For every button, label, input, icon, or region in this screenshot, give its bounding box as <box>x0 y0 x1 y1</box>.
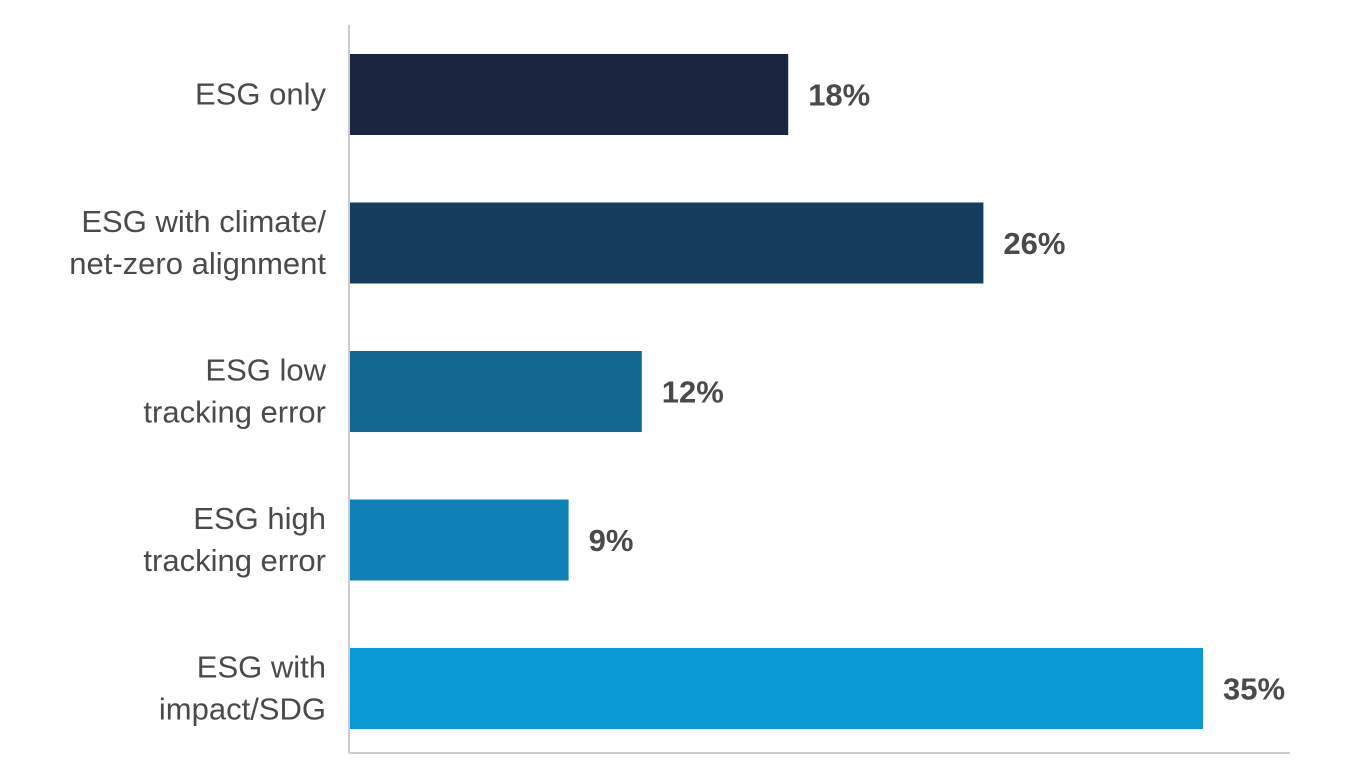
category-label-3-line-2: tracking error <box>143 395 326 430</box>
category-label-2-line-1: ESG with climate/ <box>81 204 326 239</box>
bars-layer <box>349 54 1203 729</box>
category-label-4-line-1: ESG high <box>193 501 326 536</box>
category-label-1-line-1: ESG only <box>195 77 326 112</box>
bar-5 <box>349 648 1203 729</box>
value-label-2: 26% <box>1003 226 1065 261</box>
category-label-5-line-2: impact/SDG <box>159 692 326 727</box>
category-label-2-line-2: net-zero alignment <box>69 246 326 281</box>
category-label-3-line-1: ESG low <box>205 353 326 388</box>
value-label-5: 35% <box>1223 672 1285 707</box>
bar-1 <box>349 54 789 135</box>
bar-2 <box>349 202 984 284</box>
labels-layer: 18% ESG only 26% ESG with climate/net-zero … <box>69 77 1285 727</box>
value-label-4: 9% <box>589 523 634 558</box>
value-label-3: 12% <box>662 375 724 410</box>
value-label-1: 18% <box>808 78 870 113</box>
bar-3 <box>349 351 642 432</box>
category-label-4-line-2: tracking error <box>143 543 326 578</box>
bar-4 <box>349 499 569 581</box>
category-label-5-line-1: ESG with <box>197 650 326 685</box>
